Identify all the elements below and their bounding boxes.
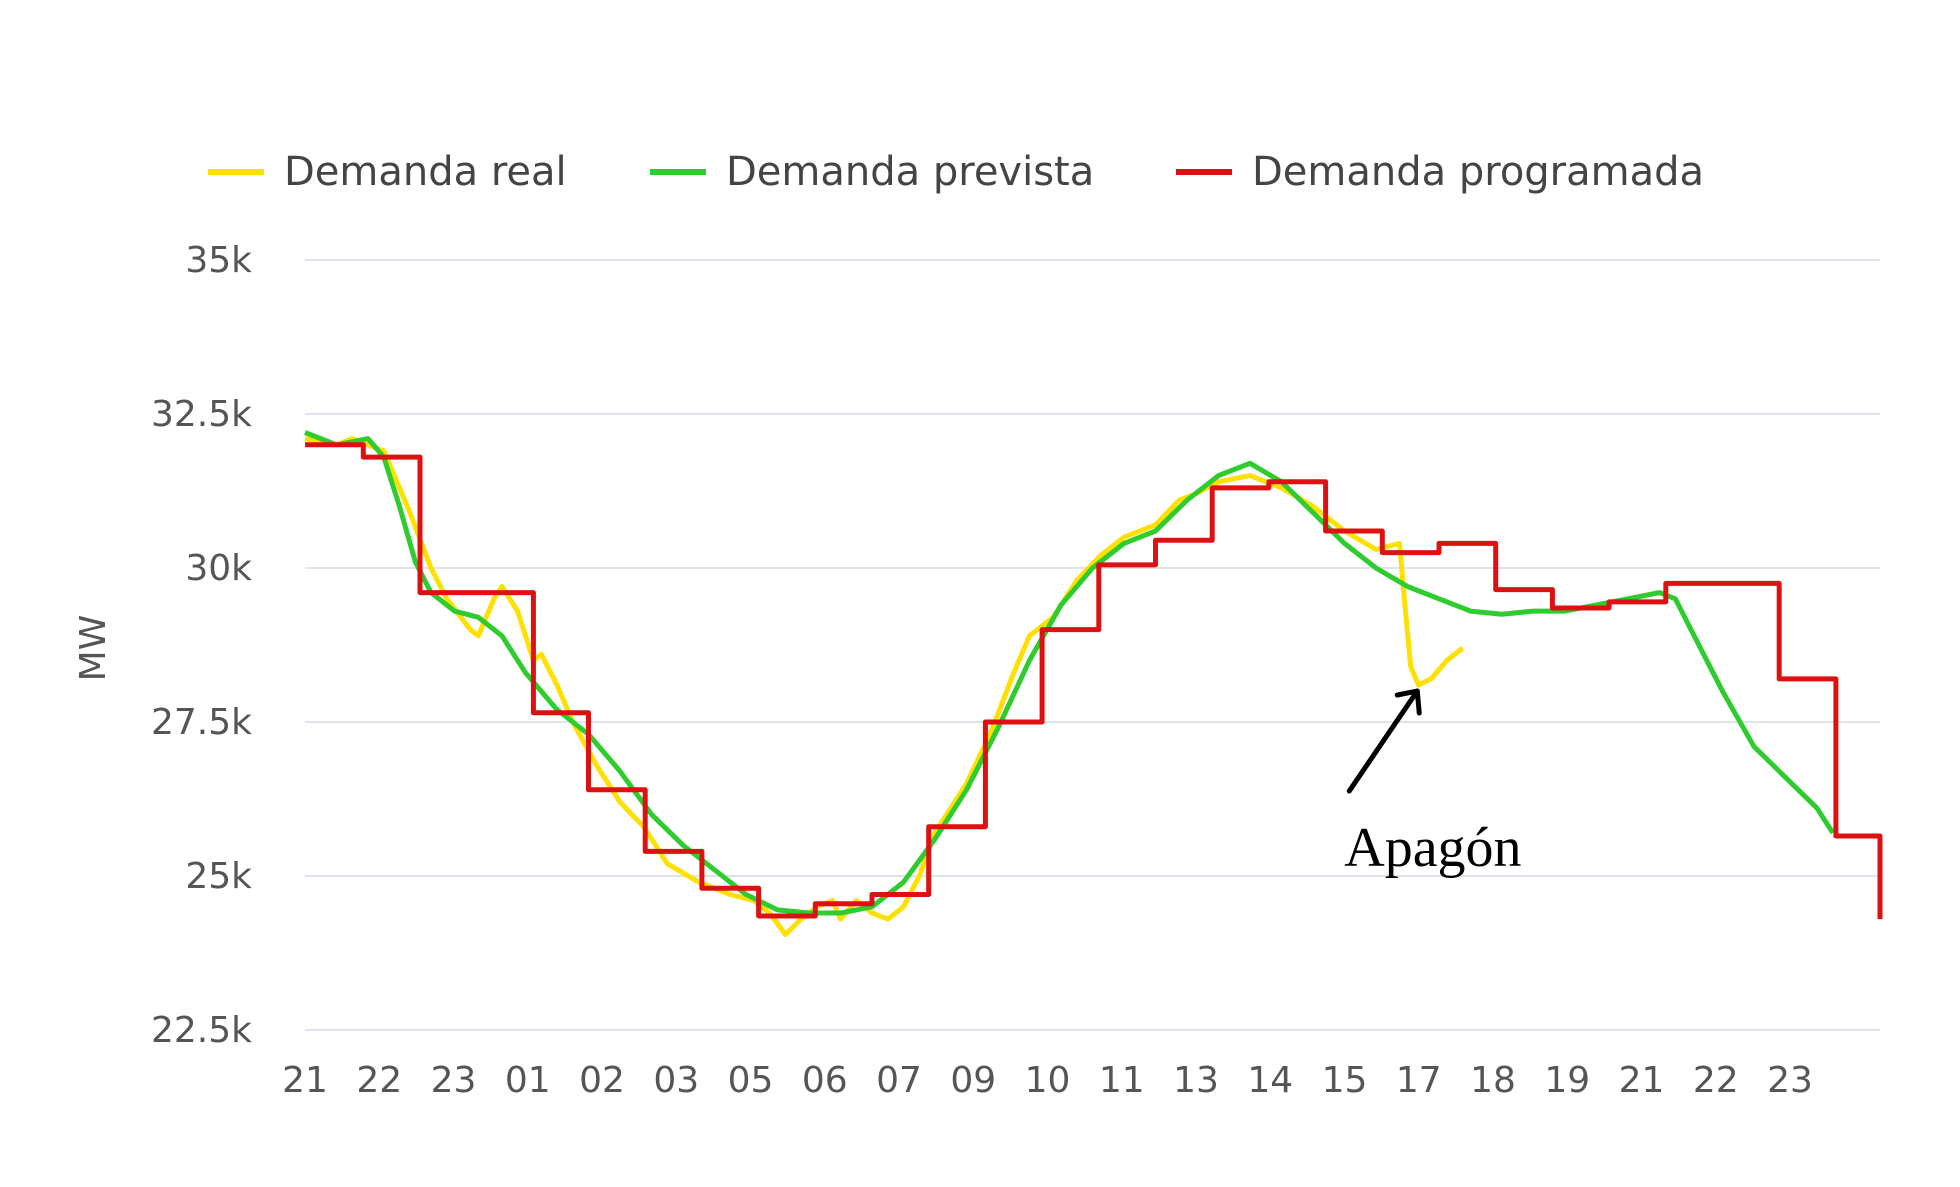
x-tick-label: 01 <box>505 1060 551 1101</box>
y-tick-label: 35k <box>185 240 252 281</box>
legend-label-demanda-programada: Demanda programada <box>1252 149 1704 195</box>
x-tick-label: 14 <box>1247 1060 1293 1101</box>
x-tick-label: 19 <box>1544 1060 1590 1101</box>
series-line-demanda-programada <box>305 442 1883 920</box>
x-tick-label: 21 <box>1619 1060 1665 1101</box>
x-tick-label: 23 <box>431 1060 477 1101</box>
x-tick-label: 18 <box>1470 1060 1516 1101</box>
x-axis-ticks: 21 22 23 01 02 03 05 06 07 09 10 11 13 14 15 17 18 19 21 22… <box>282 1060 1813 1101</box>
x-tick-label: 17 <box>1396 1060 1442 1101</box>
annotation-arrow <box>1346 688 1420 794</box>
x-tick-label: 11 <box>1099 1060 1145 1101</box>
grid-lines <box>305 259 1880 1031</box>
y-axis-ticks: 22.5k 25k 27.5k 30k 32.5k 35k <box>151 240 252 1051</box>
x-tick-label: 09 <box>950 1060 996 1101</box>
legend-item-demanda-prevista[interactable]: Demanda prevista <box>650 149 1094 195</box>
x-tick-label: 07 <box>876 1060 922 1101</box>
x-tick-label: 10 <box>1025 1060 1071 1101</box>
x-tick-label: 02 <box>579 1060 625 1101</box>
legend-item-demanda-real[interactable]: Demanda real <box>208 149 567 195</box>
legend: Demanda real Demanda prevista Demanda pr… <box>208 149 1704 195</box>
x-tick-label: 13 <box>1173 1060 1219 1101</box>
x-tick-label: 05 <box>728 1060 774 1101</box>
y-axis-title: MW <box>73 615 114 682</box>
series-lines <box>304 430 1883 937</box>
x-tick-label: 23 <box>1767 1060 1813 1101</box>
annotation-arrowhead <box>1394 688 1422 716</box>
series-line-demanda-real <box>304 436 1465 937</box>
annotation-label: Apagón <box>1344 817 1521 879</box>
y-tick-label: 30k <box>185 548 252 589</box>
x-tick-label: 03 <box>653 1060 699 1101</box>
y-tick-label: 27.5k <box>151 702 252 743</box>
legend-label-demanda-real: Demanda real <box>284 149 567 195</box>
x-tick-label: 15 <box>1322 1060 1368 1101</box>
x-tick-label: 21 <box>282 1060 328 1101</box>
x-tick-label: 22 <box>1693 1060 1739 1101</box>
series-line-demanda-prevista <box>304 430 1835 916</box>
y-tick-label: 22.5k <box>151 1010 252 1051</box>
x-tick-label: 22 <box>356 1060 402 1101</box>
legend-item-demanda-programada[interactable]: Demanda programada <box>1176 149 1704 195</box>
y-tick-label: 25k <box>185 856 252 897</box>
annotation: Apagón <box>1344 688 1522 879</box>
legend-label-demanda-prevista: Demanda prevista <box>726 149 1094 195</box>
x-tick-label: 06 <box>802 1060 848 1101</box>
y-tick-label: 32.5k <box>151 394 252 435</box>
